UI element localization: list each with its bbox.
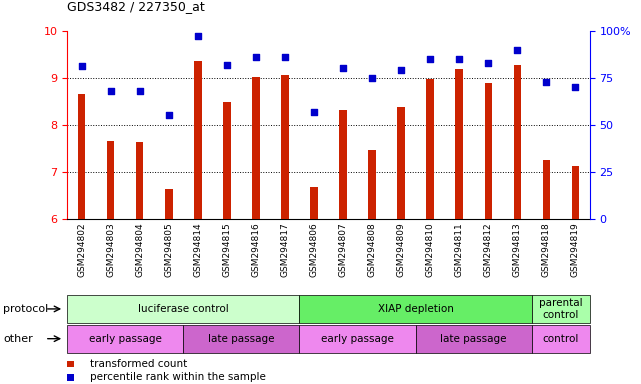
Point — [135, 88, 145, 94]
Bar — [281, 75, 288, 219]
Point — [338, 65, 348, 71]
Text: early passage: early passage — [321, 334, 394, 344]
Point — [163, 112, 174, 118]
Text: GSM294805: GSM294805 — [164, 223, 173, 277]
Point — [193, 33, 203, 40]
Bar — [107, 141, 115, 219]
Text: GSM294802: GSM294802 — [78, 223, 87, 277]
Text: GSM294814: GSM294814 — [194, 223, 203, 277]
Text: GSM294819: GSM294819 — [570, 223, 579, 277]
Text: GDS3482 / 227350_at: GDS3482 / 227350_at — [67, 0, 205, 13]
Point — [425, 56, 435, 62]
Point — [280, 54, 290, 60]
Bar — [67, 374, 74, 381]
Bar — [531, 325, 590, 353]
Text: other: other — [3, 334, 33, 344]
Text: GSM294806: GSM294806 — [310, 223, 319, 277]
Text: GSM294811: GSM294811 — [454, 223, 463, 277]
Text: late passage: late passage — [208, 334, 275, 344]
Point — [106, 88, 116, 94]
Text: GSM294812: GSM294812 — [484, 223, 493, 277]
Bar — [223, 102, 231, 219]
Text: protocol: protocol — [3, 304, 49, 314]
Bar — [369, 150, 376, 219]
Point — [222, 61, 232, 68]
Point — [309, 109, 319, 115]
Bar — [194, 61, 201, 219]
Bar — [339, 110, 347, 219]
Point — [367, 74, 377, 81]
Text: GSM294815: GSM294815 — [222, 223, 231, 277]
Text: parental
control: parental control — [539, 298, 583, 320]
Bar — [67, 295, 299, 323]
Text: GSM294804: GSM294804 — [135, 223, 144, 277]
Text: control: control — [542, 334, 579, 344]
Bar — [67, 361, 74, 367]
Text: GSM294818: GSM294818 — [542, 223, 551, 277]
Bar — [456, 69, 463, 219]
Point — [541, 78, 551, 84]
Point — [512, 46, 522, 53]
Point — [396, 67, 406, 73]
Bar — [67, 325, 183, 353]
Point — [454, 56, 464, 62]
Bar — [397, 107, 404, 219]
Text: late passage: late passage — [440, 334, 507, 344]
Text: lucife​rase control: lucife​rase control — [138, 304, 229, 314]
Text: GSM294809: GSM294809 — [397, 223, 406, 277]
Bar — [165, 189, 172, 219]
Text: percentile rank within the sample: percentile rank within the sample — [90, 372, 265, 382]
Point — [251, 54, 261, 60]
Text: GSM294810: GSM294810 — [426, 223, 435, 277]
Bar — [572, 166, 579, 219]
Bar — [426, 79, 434, 219]
Text: GSM294803: GSM294803 — [106, 223, 115, 277]
Bar — [513, 65, 520, 219]
Text: GSM294817: GSM294817 — [281, 223, 290, 277]
Bar — [78, 94, 85, 219]
Bar — [137, 142, 144, 219]
Point — [570, 84, 580, 90]
Point — [483, 60, 494, 66]
Text: transformed count: transformed count — [90, 359, 187, 369]
Bar — [253, 77, 260, 219]
Bar — [183, 325, 299, 353]
Bar — [310, 187, 318, 219]
Bar — [415, 325, 531, 353]
Text: GSM294813: GSM294813 — [513, 223, 522, 277]
Bar — [485, 83, 492, 219]
Point — [77, 63, 87, 70]
Text: XIAP depletion: XIAP depletion — [378, 304, 454, 314]
Bar — [299, 295, 531, 323]
Text: GSM294807: GSM294807 — [338, 223, 347, 277]
Bar — [542, 160, 550, 219]
Text: GSM294816: GSM294816 — [251, 223, 260, 277]
Bar — [531, 295, 590, 323]
Text: early passage: early passage — [89, 334, 162, 344]
Bar — [299, 325, 415, 353]
Text: GSM294808: GSM294808 — [367, 223, 376, 277]
